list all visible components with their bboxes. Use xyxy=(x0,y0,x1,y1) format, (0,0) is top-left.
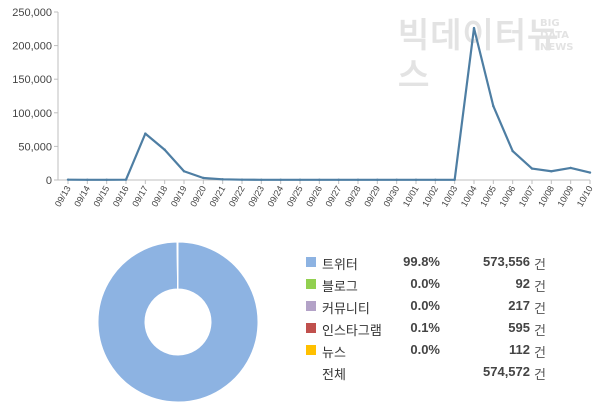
x-tick-label: 09/16 xyxy=(111,184,131,209)
legend-label: 블로그 xyxy=(322,276,358,295)
y-tick-label: 250,000 xyxy=(12,7,52,19)
data-point xyxy=(473,27,475,29)
data-point xyxy=(415,179,417,181)
x-tick-label: 09/22 xyxy=(227,184,247,209)
donut-chart xyxy=(92,236,264,408)
legend-swatch xyxy=(306,279,316,289)
data-point xyxy=(318,179,320,181)
legend-percent: 0.0% xyxy=(392,342,440,357)
data-point xyxy=(550,170,552,172)
data-point xyxy=(589,171,591,173)
x-tick-label: 09/13 xyxy=(53,184,73,209)
legend-swatch xyxy=(306,257,316,267)
legend-unit: 건 xyxy=(534,254,546,273)
data-point xyxy=(125,178,127,180)
y-tick-label: 100,000 xyxy=(12,108,52,120)
x-tick-label: 09/20 xyxy=(188,184,208,209)
legend-percent: 0.0% xyxy=(392,298,440,313)
data-point xyxy=(144,132,146,134)
data-point xyxy=(453,179,455,181)
legend-total-value: 574,572 xyxy=(450,364,530,379)
data-point xyxy=(260,179,262,181)
x-tick-label: 10/09 xyxy=(555,184,575,209)
legend-value: 92 xyxy=(450,276,530,291)
line-chart: 0 50,000 100,000 150,000 200,000 250,000 09/13… xyxy=(0,0,600,210)
data-point xyxy=(376,179,378,181)
legend-label: 뉴스 xyxy=(322,342,346,361)
data-point xyxy=(67,178,69,180)
legend-value: 595 xyxy=(450,320,530,335)
legend-swatch xyxy=(306,345,316,355)
y-tick-label: 50,000 xyxy=(18,141,52,153)
legend-percent: 0.0% xyxy=(392,276,440,291)
x-tick-label: 09/24 xyxy=(265,184,285,209)
x-tick-label: 09/18 xyxy=(149,184,169,209)
data-point xyxy=(395,179,397,181)
legend-unit: 건 xyxy=(534,364,546,383)
y-tick-label: 200,000 xyxy=(12,41,52,53)
legend-unit: 건 xyxy=(534,298,546,317)
legend-label: 트위터 xyxy=(322,254,358,273)
legend-value: 573,556 xyxy=(450,254,530,269)
legend-unit: 건 xyxy=(534,320,546,339)
x-tick-label: 10/05 xyxy=(478,184,498,209)
legend-label: 인스타그램 xyxy=(322,320,382,339)
x-tick-label: 10/10 xyxy=(575,184,595,209)
legend-row-instagram: 인스타그램 0.1% 595 건 xyxy=(300,318,590,338)
legend-label: 커뮤니티 xyxy=(322,298,370,317)
x-tick-label: 09/26 xyxy=(304,184,324,209)
data-point xyxy=(163,149,165,151)
x-tick-label: 09/30 xyxy=(381,184,401,209)
data-point xyxy=(241,178,243,180)
data-point xyxy=(86,179,88,181)
series-line xyxy=(68,28,590,180)
x-tick-label: 10/04 xyxy=(459,184,479,209)
legend-total-label: 전체 xyxy=(322,364,346,383)
x-tick-label: 09/14 xyxy=(72,184,92,209)
data-point xyxy=(337,179,339,181)
data-point xyxy=(511,150,513,152)
legend-row-twitter: 트위터 99.8% 573,556 건 xyxy=(300,252,590,272)
data-point xyxy=(531,167,533,169)
x-tick-label: 09/25 xyxy=(285,184,305,209)
legend-row-blog: 블로그 0.0% 92 건 xyxy=(300,274,590,294)
x-tick-label: 10/06 xyxy=(497,184,517,209)
legend-unit: 건 xyxy=(534,342,546,361)
x-tick-label: 09/19 xyxy=(169,184,189,209)
x-tick-label: 09/17 xyxy=(130,184,150,209)
data-point xyxy=(357,179,359,181)
x-tick-label: 09/27 xyxy=(323,184,343,209)
legend-row-community: 커뮤니티 0.0% 217 건 xyxy=(300,296,590,316)
legend-value: 112 xyxy=(450,342,530,357)
data-point xyxy=(183,170,185,172)
legend-swatch xyxy=(306,301,316,311)
legend-value: 217 xyxy=(450,298,530,313)
y-tick-label: 150,000 xyxy=(12,74,52,86)
data-point xyxy=(299,179,301,181)
x-tick-label: 10/03 xyxy=(439,184,459,209)
y-tick-label: 0 xyxy=(46,175,52,187)
x-tick-label: 09/21 xyxy=(207,184,227,209)
data-point xyxy=(434,179,436,181)
data-point xyxy=(492,105,494,107)
legend-percent: 0.1% xyxy=(392,320,440,335)
x-tick-label: 09/29 xyxy=(362,184,382,209)
data-point xyxy=(279,179,281,181)
x-tick-label: 09/23 xyxy=(246,184,266,209)
x-tick-label: 10/02 xyxy=(420,184,440,209)
x-tick-label: 10/08 xyxy=(536,184,556,209)
legend-row-news: 뉴스 0.0% 112 건 xyxy=(300,340,590,360)
data-point xyxy=(569,167,571,169)
legend-swatch xyxy=(306,323,316,333)
x-tick-label: 10/07 xyxy=(517,184,537,209)
data-point xyxy=(202,177,204,179)
x-tick-label: 10/01 xyxy=(401,184,421,209)
legend-unit: 건 xyxy=(534,276,546,295)
legend-percent: 99.8% xyxy=(392,254,440,269)
data-point xyxy=(105,179,107,181)
data-point xyxy=(221,178,223,180)
x-tick-label: 09/15 xyxy=(91,184,111,209)
legend-row-total: 전체 574,572 건 xyxy=(300,362,590,382)
x-tick-label: 09/28 xyxy=(343,184,363,209)
